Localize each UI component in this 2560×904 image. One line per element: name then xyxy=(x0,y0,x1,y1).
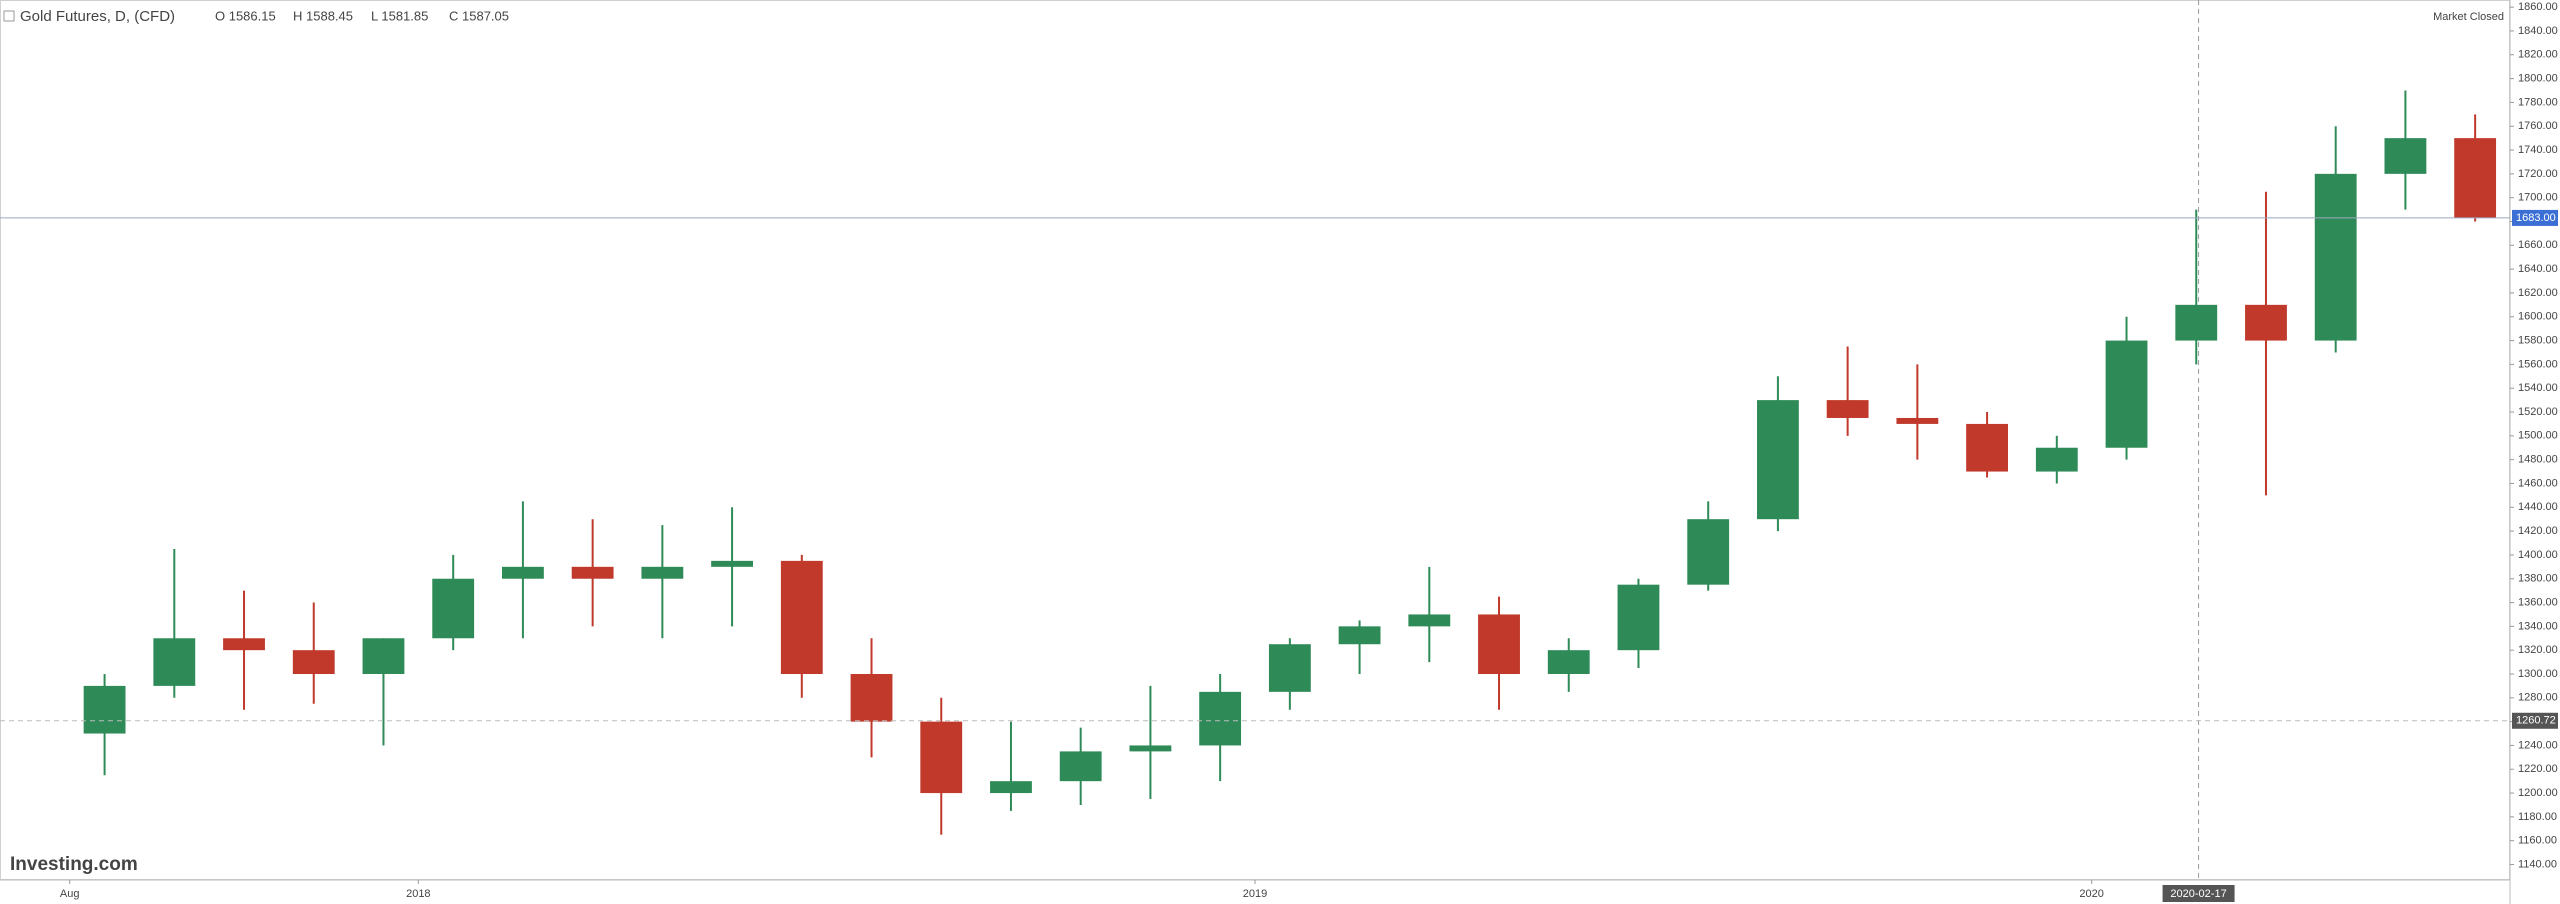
candle-body xyxy=(990,781,1032,794)
candle-body xyxy=(1757,400,1799,520)
candle-body xyxy=(502,566,544,579)
crosshair-label: 2020-02-17 xyxy=(2170,888,2226,900)
y-tick-label: 1340.00 xyxy=(2518,620,2558,632)
x-tick-label: 2019 xyxy=(1243,888,1267,900)
y-tick-label: 1700.00 xyxy=(2518,192,2558,204)
y-tick-label: 1480.00 xyxy=(2518,454,2558,466)
candle-body xyxy=(2454,138,2497,218)
candle-body xyxy=(223,638,265,651)
y-tick-label: 1640.00 xyxy=(2518,263,2558,275)
candle-body xyxy=(2314,173,2357,341)
ohlc-values: O 1586.15 H 1588.45 L 1581.85 C 1587.05 xyxy=(215,8,509,23)
candle-body xyxy=(1129,745,1172,752)
candle-body xyxy=(2384,138,2427,174)
y-tick-label: 1220.00 xyxy=(2518,763,2558,775)
crosshair-label-bg xyxy=(2162,885,2235,902)
collapse-icon[interactable] xyxy=(3,10,15,22)
y-tick-label: 1320.00 xyxy=(2518,644,2558,656)
y-tick-label: 1760.00 xyxy=(2518,120,2558,132)
price-label: 1683.00 xyxy=(2516,212,2556,224)
y-tick-label: 1300.00 xyxy=(2518,668,2558,680)
candle-body xyxy=(292,650,335,674)
x-tick-label: Aug xyxy=(60,888,80,900)
y-tick-label: 1780.00 xyxy=(2518,96,2558,108)
y-tick-label: 1180.00 xyxy=(2518,811,2557,823)
y-tick-label: 1660.00 xyxy=(2518,239,2558,251)
y-tick-label: 1560.00 xyxy=(2518,358,2558,370)
candle-body xyxy=(1617,584,1660,651)
y-tick-label: 1240.00 xyxy=(2518,739,2558,751)
ohlc-value: C 1587.05 xyxy=(449,8,509,23)
candle-body xyxy=(1059,751,1102,782)
y-tick-label: 1460.00 xyxy=(2518,477,2558,489)
ohlc-value: O 1586.15 xyxy=(215,8,276,23)
candle-body xyxy=(1896,417,1939,424)
candle-body xyxy=(711,560,753,567)
y-tick-label: 1360.00 xyxy=(2518,596,2558,608)
y-tick-label: 1500.00 xyxy=(2518,430,2558,442)
y-tick-label: 1580.00 xyxy=(2518,334,2558,346)
candle-body xyxy=(1268,644,1311,692)
price-label-bg xyxy=(2512,209,2558,226)
y-tick-label: 1720.00 xyxy=(2518,168,2558,180)
x-tick-label: 2018 xyxy=(406,888,430,900)
candle-body xyxy=(432,578,475,639)
market-status: Market Closed xyxy=(2433,11,2504,23)
y-tick-label: 1540.00 xyxy=(2518,382,2558,394)
candle-body xyxy=(1966,423,2008,472)
ohlc-value: H 1588.45 xyxy=(293,8,353,23)
candle-body xyxy=(1547,650,1590,674)
y-tick-label: 1280.00 xyxy=(2518,692,2558,704)
candle-body xyxy=(1408,614,1451,627)
y-tick-label: 1740.00 xyxy=(2518,144,2558,156)
candle-body xyxy=(1687,519,1730,585)
y-tick-label: 1140.00 xyxy=(2518,858,2557,870)
y-tick-label: 1440.00 xyxy=(2518,501,2558,513)
candle-body xyxy=(153,638,196,686)
y-tick-label: 1380.00 xyxy=(2518,573,2558,585)
candle-body xyxy=(83,685,126,734)
y-tick-label: 1800.00 xyxy=(2518,72,2558,84)
y-tick-label: 1600.00 xyxy=(2518,311,2558,323)
y-tick-label: 1200.00 xyxy=(2518,787,2558,799)
candle-body xyxy=(641,566,684,579)
candle-body xyxy=(780,560,823,674)
candle-body xyxy=(2245,304,2287,341)
candle-body xyxy=(1199,691,1242,746)
candle-body xyxy=(920,721,963,794)
instrument-title: Gold Futures, D, (CFD) xyxy=(20,8,175,25)
y-tick-label: 1160.00 xyxy=(2518,835,2557,847)
y-tick-label: 1520.00 xyxy=(2518,406,2558,418)
y-tick-label: 1820.00 xyxy=(2518,49,2558,61)
y-tick-label: 1400.00 xyxy=(2518,549,2558,561)
logo: Investing.com xyxy=(10,854,138,875)
candle-body xyxy=(2105,340,2148,448)
price-label-bg xyxy=(2512,712,2558,729)
candle-body xyxy=(1338,626,1381,645)
y-tick-label: 1620.00 xyxy=(2518,287,2558,299)
ohlc-value: L 1581.85 xyxy=(371,8,428,23)
y-tick-label: 1840.00 xyxy=(2518,25,2558,37)
candle-body xyxy=(2035,447,2078,472)
candle-body xyxy=(850,673,893,722)
candle-body xyxy=(2175,304,2218,341)
candle-body xyxy=(362,638,405,674)
y-tick-label: 1420.00 xyxy=(2518,525,2558,537)
x-tick-label: 2020 xyxy=(2079,888,2103,900)
y-tick-label: 1860.00 xyxy=(2518,1,2558,13)
candle-body xyxy=(571,566,614,579)
candle-body xyxy=(1826,400,1869,418)
candle-body xyxy=(1478,614,1520,674)
price-label: 1260.72 xyxy=(2516,715,2556,727)
